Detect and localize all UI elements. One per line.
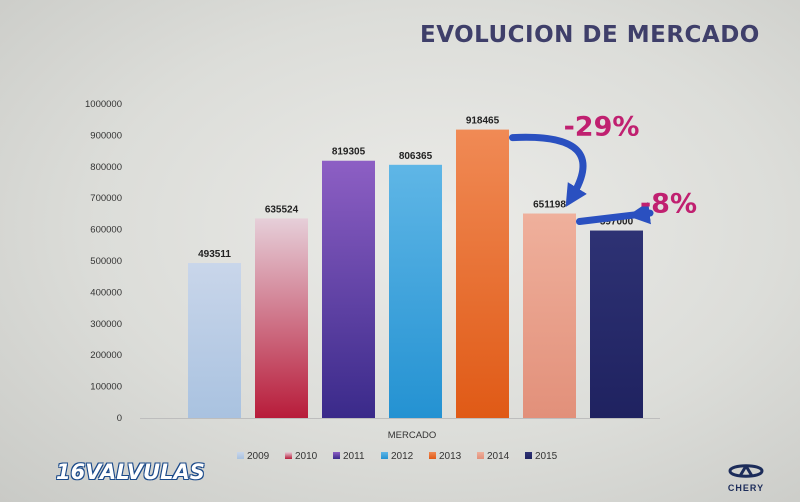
- legend-label-2015: 2015: [535, 451, 558, 462]
- data-label-2014: 651198: [533, 200, 566, 211]
- y-axis: 0 100000 200000 300000 400000 500000 600000 700…: [85, 99, 660, 424]
- bar-2015: [590, 230, 643, 418]
- annotations: -29% -8%: [509, 112, 697, 226]
- bar-2012: [389, 164, 442, 418]
- decline-arrow-2013-2014: [509, 133, 587, 208]
- data-labels: 493511 635524 819305 806365 918465 651198 5970…: [198, 116, 634, 260]
- y-tick-label: 700000: [90, 193, 122, 204]
- legend-label-2012: 2012: [391, 451, 414, 462]
- data-label-2012: 806365: [399, 151, 433, 162]
- y-tick-label: 200000: [90, 350, 122, 361]
- legend-swatch-2015: [525, 452, 532, 459]
- bar-2010: [255, 218, 308, 418]
- brand-logo: CHERY: [716, 462, 776, 493]
- legend-swatch-2012: [381, 452, 388, 459]
- legend-swatch-2010: [285, 452, 292, 459]
- data-label-2009: 493511: [198, 249, 231, 260]
- legend-swatch-2009: [237, 452, 244, 459]
- decline-percent-2013-2014: -29%: [564, 112, 640, 143]
- decline-percent-2014-2015: -8%: [640, 189, 697, 220]
- legend-label-2014: 2014: [487, 451, 510, 462]
- y-tick-label: 500000: [90, 256, 122, 267]
- bar-2009: [188, 263, 241, 418]
- legend-label-2013: 2013: [439, 451, 462, 462]
- data-label-2013: 918465: [466, 116, 500, 127]
- data-label-2015: 597000: [600, 217, 634, 228]
- slide-title: EVOLUCION DE MERCADO: [420, 22, 760, 48]
- chery-emblem-icon: [728, 464, 764, 478]
- site-logo: 16VALVULAS: [56, 460, 205, 484]
- legend-swatch-2011: [333, 452, 340, 459]
- y-tick-label: 300000: [90, 319, 122, 330]
- legend-swatch-2014: [477, 452, 484, 459]
- data-label-2010: 635524: [265, 204, 299, 215]
- y-tick-label: 900000: [90, 130, 122, 141]
- bar-2014: [523, 213, 576, 418]
- legend-swatch-2013: [429, 452, 436, 459]
- y-tick-label: 800000: [90, 162, 122, 173]
- legend: 2009 2010 2011 2012 2013 2014 2015: [237, 451, 558, 462]
- y-tick-label: 400000: [90, 287, 122, 298]
- legend-label-2010: 2010: [295, 451, 318, 462]
- y-tick-label: 0: [117, 413, 122, 424]
- y-tick-label: 600000: [90, 225, 122, 236]
- legend-label-2009: 2009: [247, 451, 270, 462]
- y-tick-label: 100000: [90, 382, 122, 393]
- data-label-2011: 819305: [332, 147, 366, 158]
- x-axis-label: MERCADO: [388, 430, 437, 441]
- decline-arrow-2014-2015: [576, 202, 654, 226]
- brand-logo-text: CHERY: [727, 483, 765, 493]
- legend-label-2011: 2011: [343, 451, 365, 462]
- bar-2011: [322, 160, 375, 419]
- bars-group: [188, 129, 643, 419]
- site-logo-text: 16VALVULAS: [56, 460, 205, 484]
- bar-2013: [456, 129, 509, 418]
- y-tick-label: 1000000: [85, 99, 122, 110]
